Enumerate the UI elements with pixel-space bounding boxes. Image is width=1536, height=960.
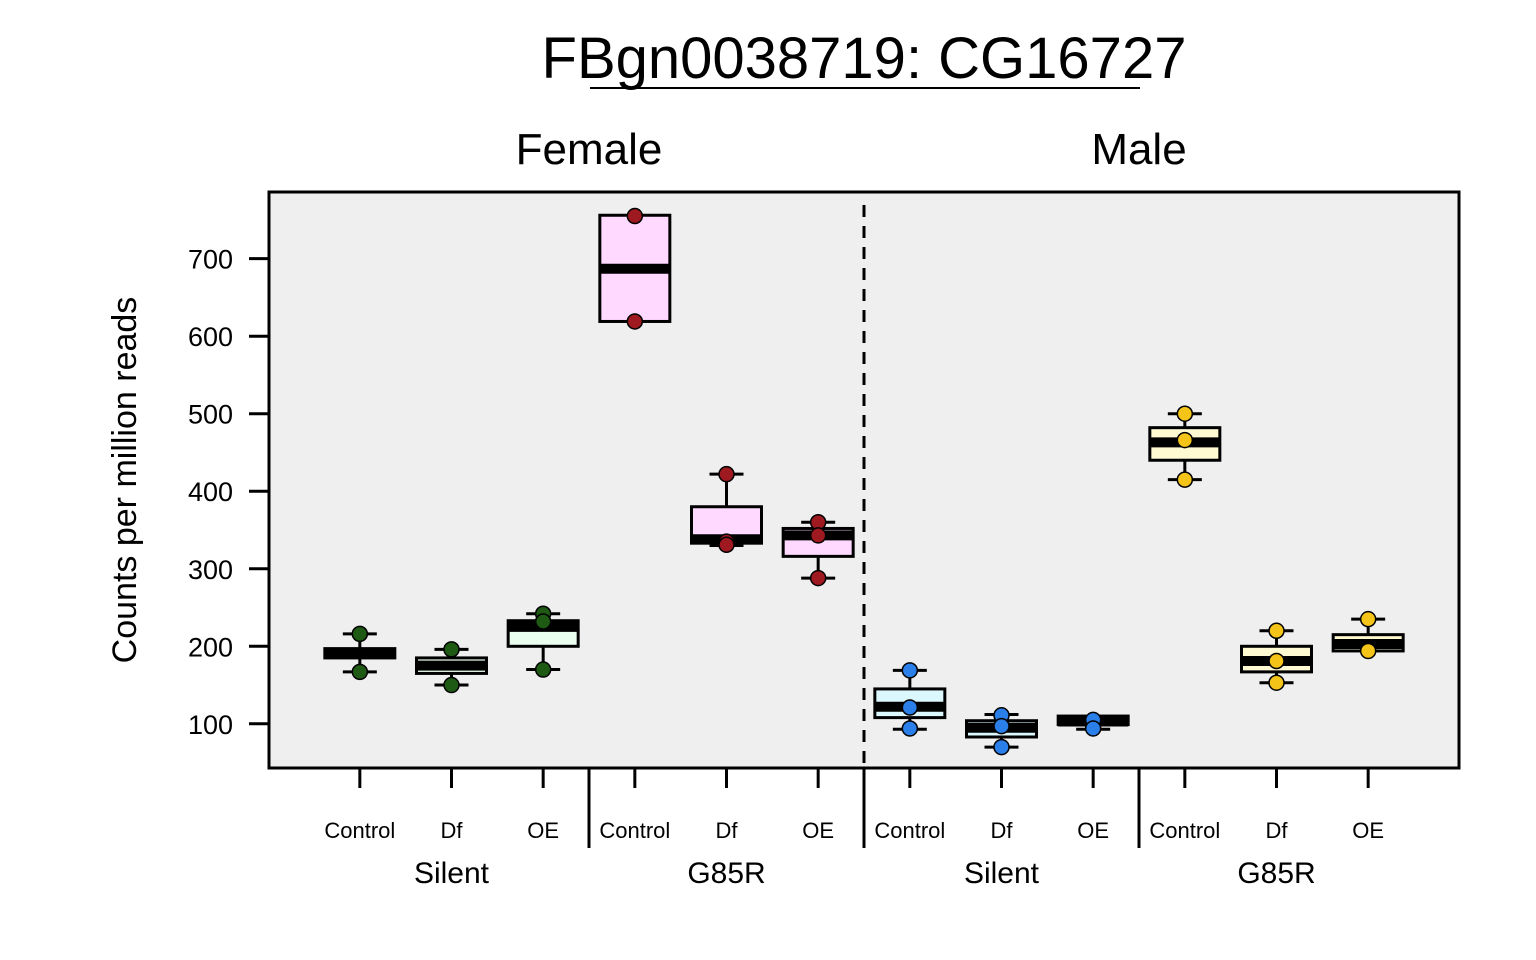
data-point xyxy=(534,661,552,678)
box-female-silent-oe xyxy=(506,605,580,678)
data-point xyxy=(1176,405,1194,422)
data-point xyxy=(1359,642,1377,660)
box-male-silent-control xyxy=(873,662,947,737)
x-tick-label: Df xyxy=(991,818,1014,843)
stratum-label: G85R xyxy=(1237,857,1315,890)
stratum-label: Silent xyxy=(414,857,490,890)
box-male-g85r-control xyxy=(1148,405,1222,488)
data-point xyxy=(1176,431,1194,449)
box-male-g85r-df xyxy=(1240,622,1313,691)
stratum-label: Silent xyxy=(964,857,1040,890)
x-tick-label: Control xyxy=(1149,818,1220,843)
y-axis-label: Counts per million reads xyxy=(106,297,144,664)
box-male-g85r-oe xyxy=(1331,610,1405,660)
box-female-silent-control xyxy=(323,625,397,681)
chart-title: FBgn0038719: CG16727 xyxy=(542,26,1187,91)
box-male-silent-df xyxy=(965,707,1038,756)
data-point xyxy=(993,717,1010,735)
x-tick-label: Df xyxy=(716,818,739,843)
data-point xyxy=(993,738,1010,756)
box-female-silent-df xyxy=(415,641,488,694)
data-point xyxy=(809,527,827,544)
data-point xyxy=(1359,610,1377,628)
stratum-label: G85R xyxy=(687,857,765,890)
y-tick-label: 600 xyxy=(188,322,233,352)
data-point xyxy=(718,465,735,483)
y-tick-label: 700 xyxy=(188,245,233,275)
y-tick-label: 100 xyxy=(188,710,233,740)
data-point xyxy=(626,313,644,330)
box-female-g85r-control xyxy=(598,207,672,330)
x-tick-label: OE xyxy=(1352,818,1384,843)
panel-label-female: Female xyxy=(516,125,663,174)
data-point xyxy=(718,536,735,553)
data-point xyxy=(901,720,919,737)
data-point xyxy=(809,569,827,587)
x-tick-label: OE xyxy=(1077,818,1109,843)
data-point xyxy=(1268,622,1285,640)
box-female-g85r-oe xyxy=(781,514,855,587)
x-axis: Control Df OE Silent Control Df OE G85R Control D… xyxy=(324,768,1384,890)
y-tick-label: 300 xyxy=(188,555,233,585)
data-point xyxy=(1268,674,1285,691)
data-point xyxy=(1084,720,1102,737)
data-point xyxy=(351,625,369,643)
data-point xyxy=(534,613,552,630)
boxplot-marks xyxy=(323,207,1405,756)
data-point xyxy=(443,676,460,694)
panel-label-male: Male xyxy=(1091,125,1186,174)
plot-frame xyxy=(267,190,1461,770)
data-point xyxy=(443,641,460,658)
x-tick-label: Control xyxy=(324,818,395,843)
y-tick-label: 500 xyxy=(188,400,233,430)
data-point xyxy=(626,207,644,225)
x-tick-label: OE xyxy=(527,818,559,843)
x-tick-label: Control xyxy=(599,818,670,843)
box-male-silent-oe xyxy=(1056,711,1130,737)
y-tick-label: 200 xyxy=(188,632,233,662)
data-point xyxy=(351,663,369,681)
x-tick-label: Control xyxy=(874,818,945,843)
data-point xyxy=(901,699,919,716)
data-point xyxy=(1268,652,1285,670)
data-point xyxy=(1176,471,1194,488)
data-point xyxy=(901,662,919,679)
x-tick-label: OE xyxy=(802,818,834,843)
x-tick-label: Df xyxy=(441,818,464,843)
y-tick-label: 400 xyxy=(188,477,233,507)
x-tick-label: Df xyxy=(1266,818,1289,843)
y-axis: 100 200 300 400 500 600 700 xyxy=(188,245,271,740)
box-female-g85r-df xyxy=(690,465,763,553)
